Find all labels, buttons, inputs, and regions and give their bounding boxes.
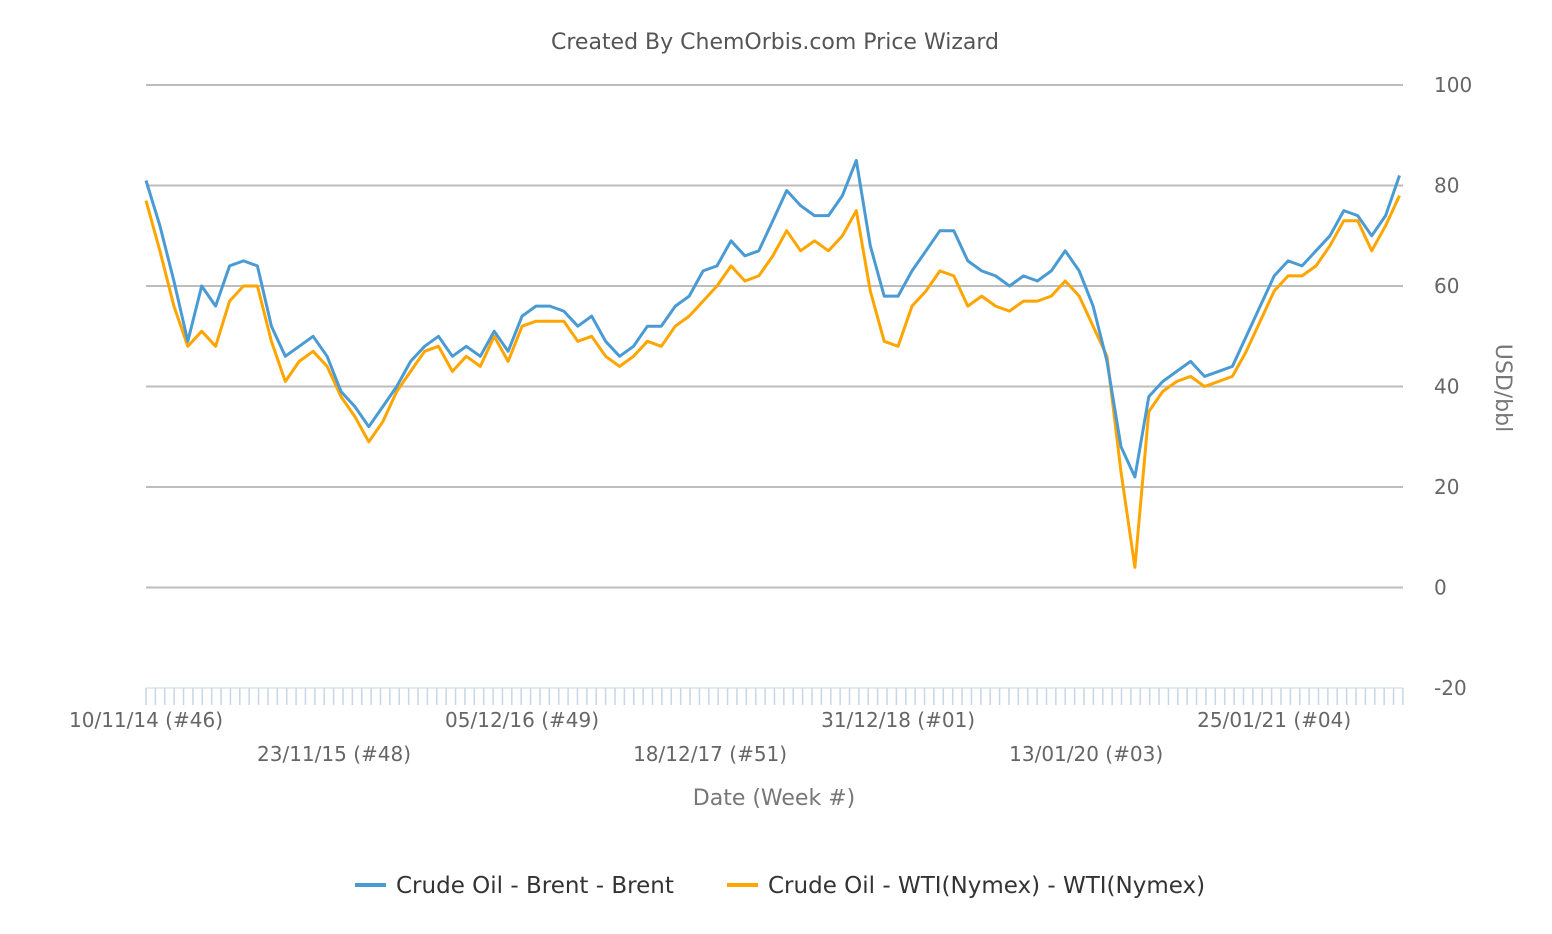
x-tick-label: 13/01/20 (#03) <box>1009 742 1163 766</box>
chart-title: Created By ChemOrbis.com Price Wizard <box>551 30 999 55</box>
y-tick-label: 100 <box>1434 73 1472 97</box>
gridlines <box>146 84 1403 589</box>
x-tick-label: 23/11/15 (#48) <box>257 742 411 766</box>
x-tick-label: 25/01/21 (#04) <box>1197 708 1351 732</box>
x-tick-label: 31/12/18 (#01) <box>821 708 975 732</box>
y-axis-ticks: -20 0 20 40 60 80 100 <box>1434 73 1472 700</box>
y-tick-label: 60 <box>1434 274 1459 298</box>
legend-label-brent: Crude Oil - Brent - Brent <box>396 873 674 899</box>
y-axis-title: USD/bbl <box>1490 344 1515 432</box>
x-tick-label: 10/11/14 (#46) <box>69 708 223 732</box>
y-tick-label: 20 <box>1434 475 1459 499</box>
x-axis-ticks: 10/11/14 (#46) 23/11/15 (#48) 05/12/16 (#4… <box>69 687 1404 766</box>
x-tick-label: 18/12/17 (#51) <box>633 742 787 766</box>
legend-item-brent[interactable]: Crude Oil - Brent - Brent <box>355 873 674 899</box>
legend-label-wti: Crude Oil - WTI(Nymex) - WTI(Nymex) <box>768 873 1205 899</box>
series-line-wti[interactable] <box>144 194 1401 569</box>
y-tick-label: 0 <box>1434 576 1447 600</box>
y-tick-label: 80 <box>1434 174 1459 198</box>
y-tick-label: -20 <box>1434 676 1467 700</box>
series-line-brent[interactable] <box>144 158 1401 479</box>
legend-item-wti[interactable]: Crude Oil - WTI(Nymex) - WTI(Nymex) <box>727 873 1205 899</box>
x-tick-label: 05/12/16 (#49) <box>445 708 599 732</box>
series-lines <box>144 158 1401 569</box>
y-tick-label: 40 <box>1434 375 1459 399</box>
x-axis-title: Date (Week #) <box>693 786 855 811</box>
legend: Crude Oil - Brent - Brent Crude Oil - WT… <box>355 873 1205 899</box>
